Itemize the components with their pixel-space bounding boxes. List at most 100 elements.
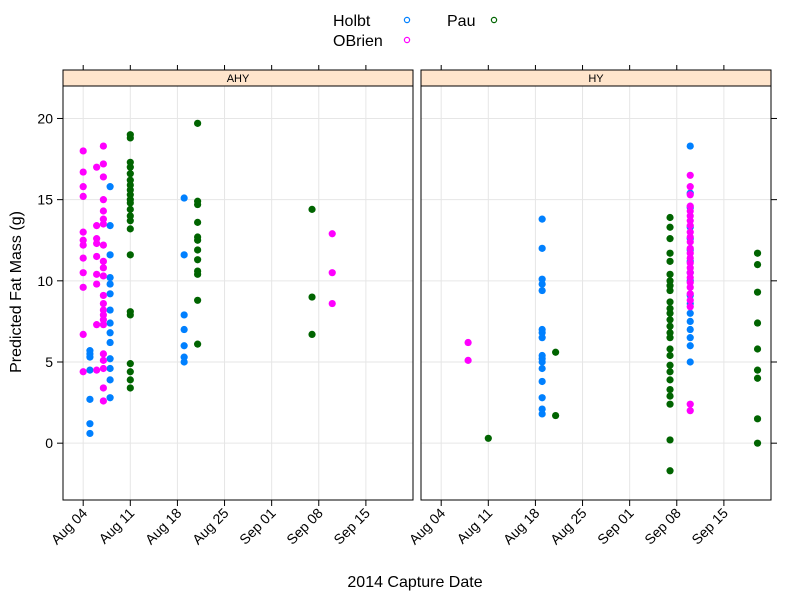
data-point xyxy=(666,386,674,394)
data-point xyxy=(686,342,694,350)
data-point xyxy=(79,254,87,262)
data-point xyxy=(308,293,316,301)
data-point xyxy=(106,273,114,282)
data-point xyxy=(99,173,107,181)
data-point xyxy=(180,342,188,350)
data-point xyxy=(99,241,107,249)
data-point xyxy=(194,296,202,304)
data-point xyxy=(180,311,188,319)
data-point xyxy=(666,223,674,231)
x-tick-label: Aug 11 xyxy=(95,505,137,547)
data-point xyxy=(86,429,94,438)
data-point xyxy=(328,230,336,238)
data-point xyxy=(126,384,134,392)
data-point xyxy=(99,264,107,272)
data-point xyxy=(93,270,101,278)
data-point xyxy=(93,163,101,171)
y-tick-label: 20 xyxy=(37,110,53,126)
data-point xyxy=(79,168,87,176)
data-point xyxy=(106,222,114,230)
data-point xyxy=(126,176,134,184)
data-point xyxy=(99,299,107,308)
legend-key-obrien xyxy=(403,36,411,44)
data-point xyxy=(538,394,546,402)
data-point xyxy=(308,205,316,213)
data-point xyxy=(126,170,134,178)
data-point xyxy=(464,356,472,364)
data-point xyxy=(194,197,202,205)
data-point xyxy=(686,407,694,415)
data-point xyxy=(686,400,694,408)
data-point xyxy=(686,334,694,342)
data-point xyxy=(106,319,114,327)
data-point xyxy=(538,377,546,386)
data-point xyxy=(328,299,336,308)
y-tick-label: 5 xyxy=(45,354,53,370)
data-point xyxy=(99,350,107,358)
x-tick-label: Aug 04 xyxy=(406,505,449,548)
data-point xyxy=(194,340,202,348)
data-point xyxy=(538,325,546,334)
data-point xyxy=(180,251,188,259)
x-axis-label: 2014 Capture Date xyxy=(347,574,482,591)
y-axis-label: Predicted Fat Mass (g) xyxy=(8,211,25,373)
data-point xyxy=(99,257,107,265)
data-point xyxy=(666,368,674,376)
series-obrien xyxy=(79,142,336,405)
data-point xyxy=(308,330,316,338)
data-point xyxy=(79,183,87,191)
legend-key-holbt xyxy=(403,16,411,24)
x-tick-label: Sep 01 xyxy=(236,505,279,548)
data-point xyxy=(753,366,762,374)
x-tick-label: Sep 15 xyxy=(330,505,373,548)
data-point xyxy=(99,272,107,280)
data-point xyxy=(666,213,674,222)
data-point xyxy=(93,366,101,374)
data-point xyxy=(126,131,134,139)
data-point xyxy=(86,347,94,355)
data-point xyxy=(686,303,694,311)
data-point xyxy=(93,280,101,288)
x-tick-label: Aug 11 xyxy=(453,505,495,547)
data-point xyxy=(180,194,188,202)
data-point xyxy=(686,317,694,326)
data-point xyxy=(666,257,674,265)
data-point xyxy=(686,290,694,298)
data-point xyxy=(79,147,87,155)
data-point xyxy=(538,275,546,283)
data-point xyxy=(686,296,694,304)
data-point xyxy=(686,228,694,236)
data-point xyxy=(686,325,694,334)
data-point xyxy=(753,345,762,353)
panel-strip xyxy=(420,69,772,87)
data-point xyxy=(99,397,107,405)
data-point xyxy=(106,280,114,288)
x-tick-label: Sep 01 xyxy=(594,505,637,548)
data-point xyxy=(99,215,107,223)
data-point xyxy=(86,366,94,374)
data-point xyxy=(666,235,674,243)
data-point xyxy=(753,288,762,296)
data-point xyxy=(538,351,546,360)
data-point xyxy=(666,345,674,353)
data-point xyxy=(126,158,134,166)
legend-label-obrien: OBrien xyxy=(333,33,383,50)
data-point xyxy=(99,306,107,314)
data-point xyxy=(79,283,87,291)
data-point xyxy=(106,183,114,191)
data-point xyxy=(99,384,107,392)
data-point xyxy=(99,142,107,150)
data-point xyxy=(79,228,87,236)
data-point xyxy=(538,286,546,295)
data-point xyxy=(484,434,492,442)
data-point xyxy=(86,395,94,403)
legend-key-pau xyxy=(490,16,498,24)
data-point xyxy=(686,244,694,252)
series-pau xyxy=(126,119,316,392)
x-tick-label: Aug 18 xyxy=(142,505,185,548)
data-point xyxy=(126,368,134,376)
strip-label: HY xyxy=(588,73,604,85)
data-point xyxy=(666,304,674,313)
series-pau xyxy=(484,213,762,475)
data-point xyxy=(686,183,694,191)
